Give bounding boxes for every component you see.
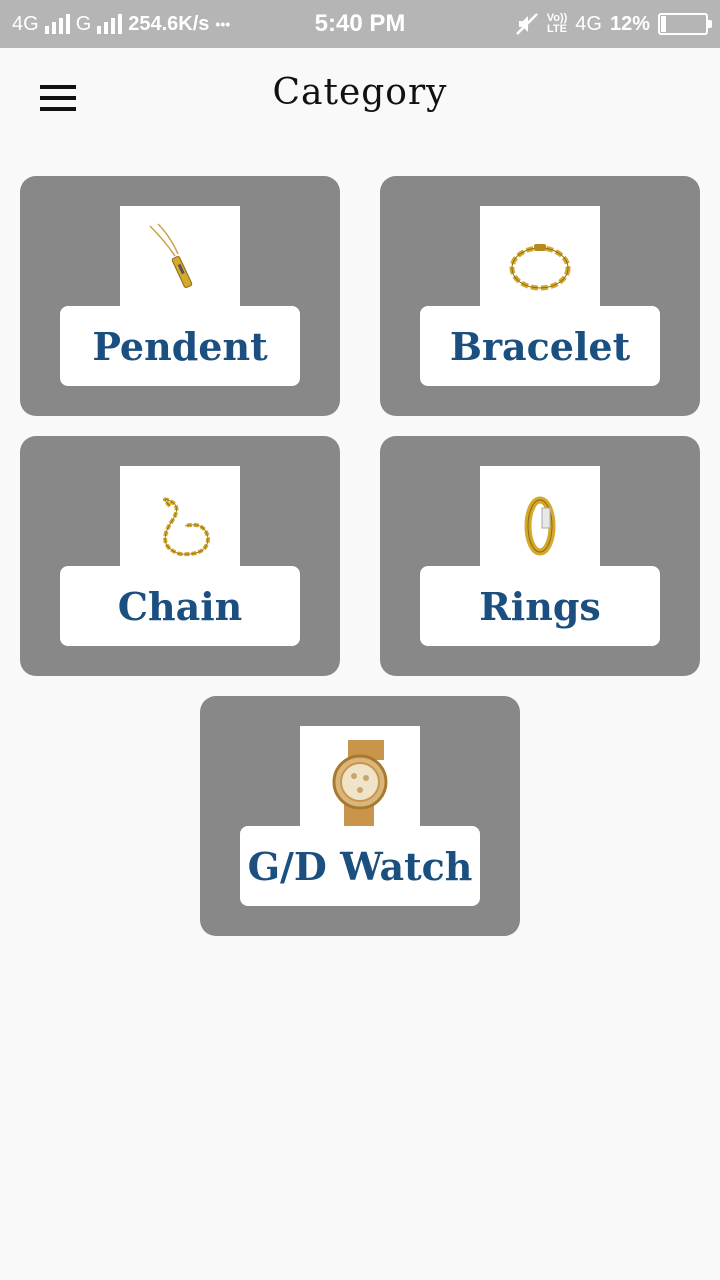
- category-card-chain[interactable]: Chain: [20, 436, 340, 676]
- category-label-box: Pendent: [60, 306, 300, 386]
- hamburger-menu-icon[interactable]: [28, 68, 88, 128]
- watch-image: [300, 726, 420, 826]
- chain-image: [120, 466, 240, 566]
- page-title: Category: [272, 72, 448, 113]
- battery-percent: 12%: [609, 12, 650, 35]
- app-bar: Category: [0, 48, 720, 148]
- category-label: Chain: [117, 583, 243, 629]
- status-bar: 4G G 254.6K/s ••• 5:40 PM Vo)) LTE 4G 12…: [0, 0, 720, 48]
- network-type-1: 4G: [12, 12, 39, 35]
- category-card-rings[interactable]: Rings: [380, 436, 700, 676]
- pendent-image: [120, 206, 240, 306]
- signal-icon-2: [97, 14, 123, 34]
- network-type-2: G: [75, 12, 92, 35]
- status-right: Vo)) LTE 4G 12%: [515, 0, 712, 48]
- category-label-box: Rings: [420, 566, 660, 646]
- status-time: 5:40 PM: [314, 10, 406, 37]
- status-left: 4G G 254.6K/s •••: [12, 0, 230, 48]
- mute-icon: [515, 13, 538, 35]
- more-dots: •••: [215, 16, 231, 32]
- battery-icon: [658, 13, 712, 35]
- category-label-box: G/D Watch: [240, 826, 480, 906]
- category-label: G/D Watch: [247, 843, 473, 889]
- network-type-3: 4G: [575, 12, 602, 35]
- volte-icon: Vo)) LTE: [547, 13, 568, 35]
- ring-image: [480, 466, 600, 566]
- volte-top: Vo)): [546, 12, 568, 24]
- network-speed: 254.6K/s: [128, 12, 210, 35]
- signal-icon-1: [44, 14, 70, 34]
- volte-bottom: LTE: [547, 23, 567, 35]
- battery-fill: [661, 16, 666, 32]
- category-label: Bracelet: [449, 323, 631, 369]
- bracelet-image: [480, 206, 600, 306]
- category-label: Pendent: [92, 323, 268, 369]
- category-card-pendent[interactable]: Pendent: [20, 176, 340, 416]
- category-card-bracelet[interactable]: Bracelet: [380, 176, 700, 416]
- category-label-box: Bracelet: [420, 306, 660, 386]
- category-card-gd-watch[interactable]: G/D Watch: [200, 696, 520, 936]
- category-label-box: Chain: [60, 566, 300, 646]
- category-label: Rings: [479, 583, 601, 629]
